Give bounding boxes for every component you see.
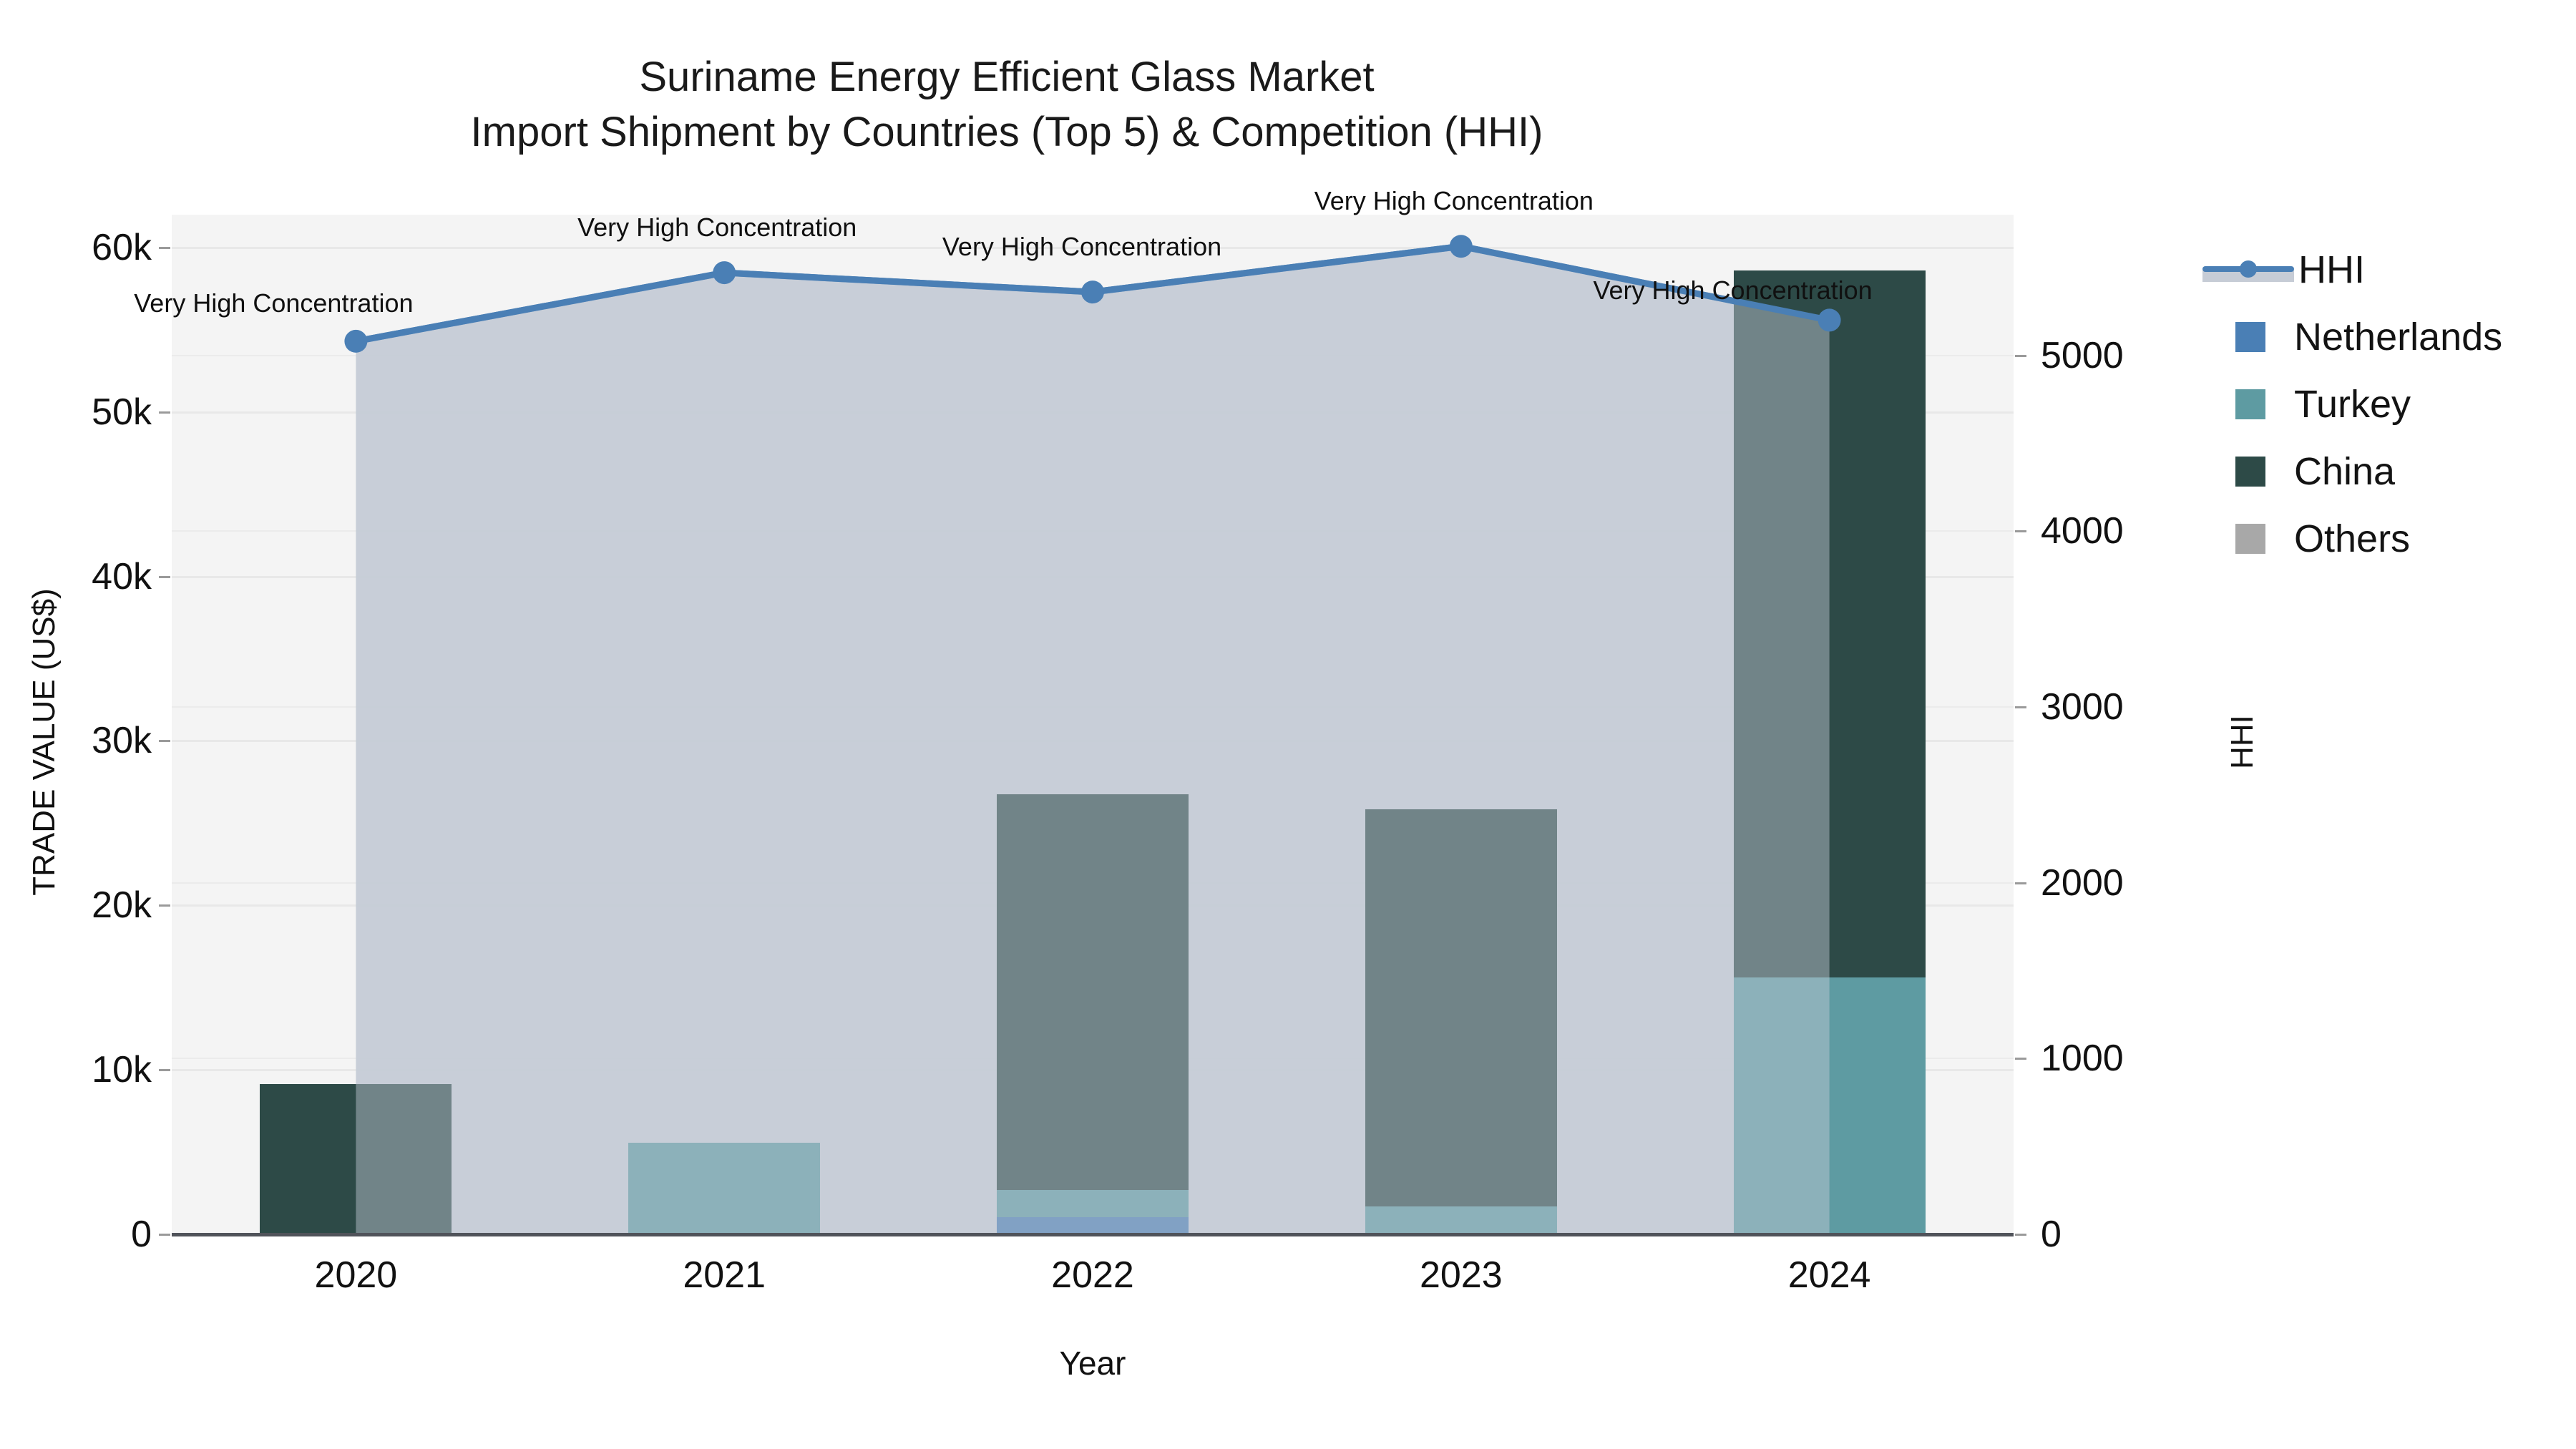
y-tick-left: 30k	[92, 720, 152, 762]
y-tick-right: 0	[2041, 1214, 2062, 1255]
x-axis-line	[172, 1233, 2014, 1236]
y-tick-right: 4000	[2041, 510, 2124, 552]
bar-turkey-2021[interactable]	[628, 1143, 821, 1234]
legend-item-turkey[interactable]: Turkey	[2202, 371, 2502, 438]
bar-turkey-2023[interactable]	[1365, 1206, 1557, 1234]
chart-subtitle: Import Shipment by Countries (Top 5) & C…	[470, 108, 1543, 155]
y-tick-left: 0	[131, 1214, 152, 1255]
gridline	[172, 246, 2014, 249]
bar-turkey-2024[interactable]	[1733, 977, 1926, 1234]
legend-item-hhi[interactable]: HHI	[2202, 236, 2502, 303]
annotation-2020: Very High Concentration	[134, 288, 414, 318]
y-tick-right: 1000	[2041, 1038, 2124, 1080]
y-tickmark-right	[2015, 1058, 2026, 1060]
y-tickmark-right	[2015, 1234, 2026, 1236]
bar-china-2023[interactable]	[1365, 809, 1557, 1206]
hhi-line-overlay	[344, 235, 1841, 1234]
legend-swatch-icon	[2235, 457, 2265, 487]
legend-item-others[interactable]: Others	[2202, 505, 2502, 572]
page-title: Suriname Energy Efficient Glass Market	[639, 54, 1375, 100]
x-tick-2021: 2021	[683, 1254, 766, 1296]
chart-legend: HHI Netherlands Turkey China Others	[2202, 236, 2502, 572]
bar-china-2022[interactable]	[997, 794, 1189, 1190]
y-tickmark-right	[2015, 530, 2026, 533]
bar-china-2020[interactable]	[260, 1083, 452, 1234]
legend-label: HHI	[2298, 248, 2365, 291]
annotation-2021: Very High Concentration	[577, 213, 857, 243]
legend-label: Netherlands	[2294, 316, 2503, 358]
y-axis-label-left: TRADE VALUE (US$)	[26, 588, 62, 896]
y-tickmark-left	[159, 246, 170, 249]
x-tick-2023: 2023	[1419, 1254, 1503, 1296]
y-tick-left: 10k	[92, 1049, 152, 1091]
y-tickmark-left	[159, 575, 170, 578]
bar-netherlands-2022[interactable]	[997, 1216, 1189, 1234]
hhi-marker-2020[interactable]	[344, 329, 368, 353]
chart-title-block: Suriname Energy Efficient Glass Market I…	[0, 50, 2014, 160]
x-tick-2022: 2022	[1051, 1254, 1134, 1296]
y-tick-right: 2000	[2041, 862, 2124, 904]
plot-area	[172, 215, 2014, 1234]
legend-item-netherlands[interactable]: Netherlands	[2202, 303, 2502, 371]
y-tickmark-left	[159, 740, 170, 743]
y-tickmark-right	[2015, 706, 2026, 708]
y-tickmark-left	[159, 1069, 170, 1072]
hhi-marker-2022[interactable]	[1081, 280, 1104, 304]
x-tick-2020: 2020	[314, 1254, 398, 1296]
y-tick-right: 5000	[2041, 334, 2124, 376]
annotation-2022: Very High Concentration	[942, 232, 1222, 262]
hhi-area-fill-over	[356, 246, 1830, 1234]
legend-label: Turkey	[2294, 383, 2411, 426]
x-axis-label: Year	[1059, 1345, 1126, 1382]
legend-swatch-icon	[2235, 322, 2265, 352]
y-tick-left: 40k	[92, 555, 152, 597]
bar-china-2024[interactable]	[1733, 270, 1926, 978]
y-tickmark-left	[159, 1234, 170, 1236]
y-tickmark-left	[159, 411, 170, 414]
annotation-2023: Very High Concentration	[1314, 186, 1594, 216]
hhi-marker-2024[interactable]	[1818, 308, 1841, 332]
hhi-marker-2021[interactable]	[713, 261, 736, 285]
legend-item-china[interactable]: China	[2202, 438, 2502, 505]
legend-swatch-icon	[2235, 524, 2265, 554]
y-tick-right: 3000	[2041, 686, 2124, 728]
annotation-2024: Very High Concentration	[1593, 275, 1873, 306]
y-tick-left: 50k	[92, 391, 152, 433]
legend-swatch-icon	[2235, 389, 2265, 419]
legend-label: Others	[2294, 517, 2411, 560]
y-tick-left: 20k	[92, 884, 152, 927]
y-tick-left: 60k	[92, 226, 152, 268]
legend-label: China	[2294, 450, 2396, 493]
legend-line-icon	[2202, 255, 2294, 285]
hhi-marker-2023[interactable]	[1449, 235, 1473, 258]
y-tickmark-left	[159, 904, 170, 907]
y-tickmark-right	[2015, 354, 2026, 357]
y-tickmark-right	[2015, 882, 2026, 884]
x-tick-2024: 2024	[1787, 1254, 1871, 1296]
bar-turkey-2022[interactable]	[997, 1189, 1189, 1217]
y-axis-label-right: HHI	[2225, 715, 2260, 769]
